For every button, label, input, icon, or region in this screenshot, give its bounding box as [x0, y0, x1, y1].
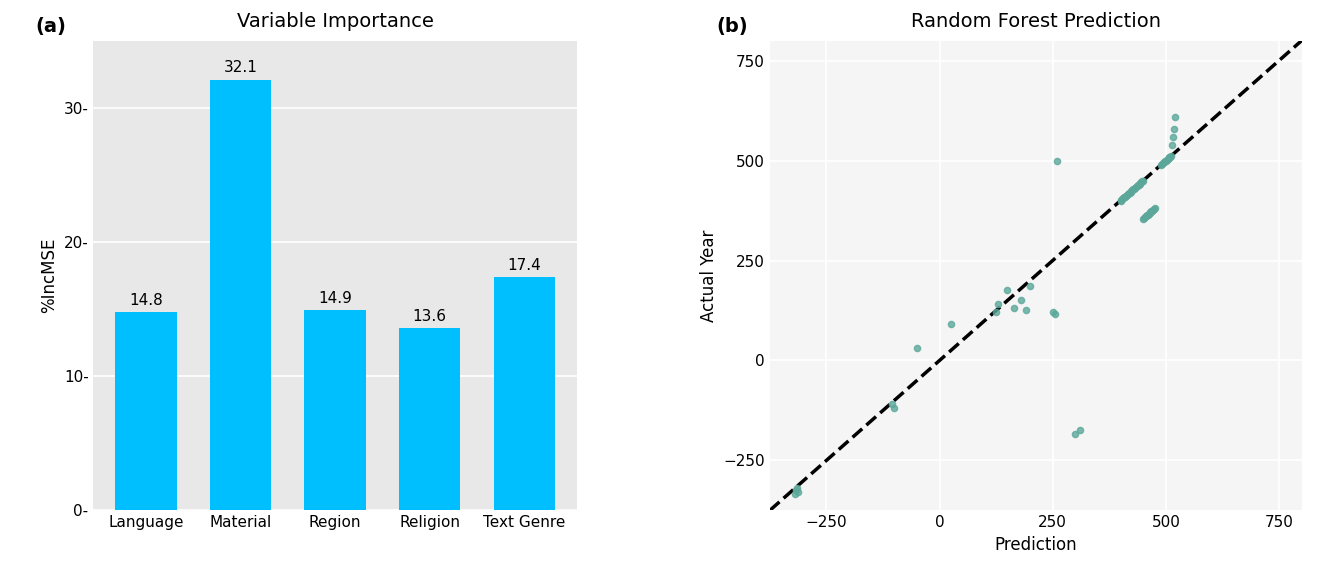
Point	[1113, 193, 1135, 202]
Point	[1132, 177, 1153, 186]
Point	[1111, 195, 1132, 204]
Point	[1160, 152, 1181, 161]
Text: 17.4: 17.4	[507, 258, 541, 273]
Point	[1069, 426, 1091, 435]
Point	[881, 400, 902, 409]
Point	[1164, 112, 1185, 121]
Point	[1152, 159, 1173, 168]
Point	[1132, 176, 1153, 185]
Point	[1127, 182, 1148, 191]
Bar	[210, 79, 271, 510]
Title: Variable Importance: Variable Importance	[236, 12, 434, 31]
Point	[1124, 183, 1145, 193]
Point	[1136, 211, 1157, 220]
Point	[1143, 204, 1164, 213]
Point	[1109, 196, 1131, 205]
Point	[1151, 160, 1172, 169]
Point	[1144, 204, 1165, 213]
Point	[1117, 188, 1139, 198]
Point	[1119, 188, 1140, 197]
Text: 13.6: 13.6	[413, 309, 447, 324]
Text: (b): (b)	[717, 17, 748, 36]
Text: 32.1: 32.1	[224, 60, 258, 75]
X-axis label: Prediction: Prediction	[995, 536, 1077, 554]
Point	[1140, 208, 1161, 217]
Point	[1155, 157, 1176, 166]
Point	[1124, 184, 1145, 193]
Point	[1112, 194, 1133, 204]
Y-axis label: %IncMSE: %IncMSE	[40, 238, 59, 313]
Point	[1160, 151, 1181, 161]
Point	[1137, 210, 1159, 219]
Point	[1161, 140, 1183, 149]
Point	[1143, 205, 1164, 215]
Point	[1135, 212, 1156, 221]
Point	[1125, 182, 1147, 191]
Bar	[115, 311, 176, 510]
Point	[1152, 158, 1173, 168]
Point	[1131, 177, 1152, 187]
Point	[1011, 296, 1032, 305]
Title: Random Forest Prediction: Random Forest Prediction	[910, 12, 1160, 31]
Point	[1043, 308, 1064, 317]
Point	[1140, 206, 1161, 216]
Point	[1163, 132, 1184, 141]
Point	[1047, 156, 1068, 165]
Point	[906, 344, 928, 353]
Point	[1132, 214, 1153, 223]
Point	[1157, 154, 1179, 163]
Text: 14.8: 14.8	[129, 293, 163, 308]
Point	[1123, 184, 1144, 194]
Point	[1135, 212, 1156, 222]
Point	[1064, 430, 1085, 439]
Point	[1133, 213, 1155, 222]
Point	[1128, 180, 1149, 189]
Point	[985, 308, 1007, 317]
Point	[1115, 191, 1136, 200]
Point	[1139, 208, 1160, 218]
Point	[1155, 156, 1176, 165]
Point	[997, 286, 1019, 295]
Point	[1157, 154, 1179, 164]
Point	[1129, 179, 1151, 188]
Point	[1115, 192, 1136, 201]
Point	[1015, 306, 1036, 315]
Bar	[494, 277, 555, 510]
Point	[1020, 282, 1041, 291]
Point	[988, 300, 1009, 309]
Point	[1044, 310, 1065, 319]
Point	[1141, 206, 1163, 215]
Point	[1004, 304, 1025, 313]
Point	[1117, 190, 1139, 199]
Bar	[399, 328, 461, 510]
Point	[786, 484, 808, 493]
Point	[1121, 186, 1143, 195]
Point	[1116, 190, 1137, 200]
Bar	[304, 310, 366, 510]
Point	[1163, 124, 1184, 133]
Text: (a): (a)	[36, 17, 67, 36]
Point	[1137, 209, 1159, 218]
Point	[1159, 153, 1180, 162]
Point	[940, 320, 961, 329]
Point	[788, 488, 809, 497]
Point	[1112, 194, 1133, 203]
Text: 14.9: 14.9	[318, 291, 352, 306]
Point	[1129, 178, 1151, 187]
Point	[1153, 158, 1175, 167]
Point	[784, 490, 805, 499]
Point	[1156, 155, 1177, 164]
Point	[1127, 181, 1148, 190]
Point	[1120, 187, 1141, 197]
Point	[884, 404, 905, 413]
Y-axis label: Actual Year: Actual Year	[700, 229, 718, 322]
Point	[785, 486, 806, 495]
Point	[1121, 186, 1143, 195]
